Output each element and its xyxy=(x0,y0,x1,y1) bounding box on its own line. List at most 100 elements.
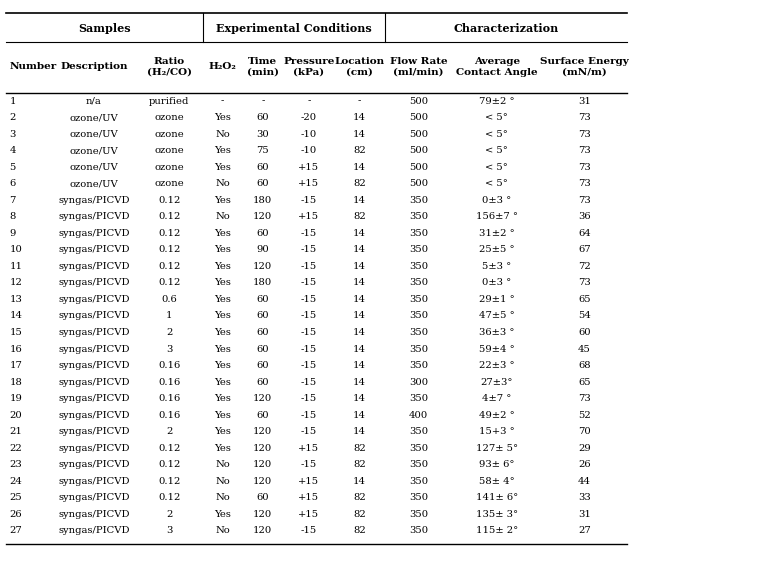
Text: -15: -15 xyxy=(301,526,317,535)
Text: 0.16: 0.16 xyxy=(158,394,180,403)
Text: 0.12: 0.12 xyxy=(158,444,180,453)
Text: -10: -10 xyxy=(301,146,317,155)
Text: 72: 72 xyxy=(578,262,591,271)
Text: ozone: ozone xyxy=(154,129,184,139)
Text: 82: 82 xyxy=(353,179,366,188)
Text: 350: 350 xyxy=(409,278,428,288)
Text: No: No xyxy=(215,460,230,469)
Text: 60: 60 xyxy=(256,229,269,238)
Text: 14: 14 xyxy=(353,477,366,486)
Text: Yes: Yes xyxy=(214,262,231,271)
Text: 21: 21 xyxy=(9,427,22,436)
Text: 4±7 °: 4±7 ° xyxy=(482,394,512,403)
Text: -15: -15 xyxy=(301,195,317,205)
Text: syngas/PICVD: syngas/PICVD xyxy=(58,427,130,436)
Text: -: - xyxy=(221,96,224,106)
Text: 5: 5 xyxy=(9,162,15,172)
Text: 0±3 °: 0±3 ° xyxy=(482,278,512,288)
Text: 3: 3 xyxy=(166,526,173,535)
Text: 14: 14 xyxy=(353,378,366,387)
Text: 300: 300 xyxy=(409,378,428,387)
Text: 27: 27 xyxy=(578,526,591,535)
Text: syngas/PICVD: syngas/PICVD xyxy=(58,328,130,337)
Text: Yes: Yes xyxy=(214,162,231,172)
Text: Yes: Yes xyxy=(214,328,231,337)
Text: syngas/PICVD: syngas/PICVD xyxy=(58,444,130,453)
Text: 60: 60 xyxy=(578,328,591,337)
Text: 52: 52 xyxy=(578,411,591,420)
Text: -15: -15 xyxy=(301,295,317,304)
Text: +15: +15 xyxy=(298,212,320,222)
Text: 0.16: 0.16 xyxy=(158,411,180,420)
Text: 26: 26 xyxy=(9,510,22,519)
Text: 180: 180 xyxy=(253,195,272,205)
Text: 67: 67 xyxy=(578,245,591,255)
Text: 1: 1 xyxy=(166,311,173,321)
Text: 0.12: 0.12 xyxy=(158,460,180,469)
Text: 79±2 °: 79±2 ° xyxy=(479,96,515,106)
Text: Yes: Yes xyxy=(214,113,231,122)
Text: 6: 6 xyxy=(9,179,15,188)
Text: 82: 82 xyxy=(353,444,366,453)
Text: ozone/UV: ozone/UV xyxy=(70,146,118,155)
Text: 350: 350 xyxy=(409,477,428,486)
Text: syngas/PICVD: syngas/PICVD xyxy=(58,510,130,519)
Text: 180: 180 xyxy=(253,278,272,288)
Text: -15: -15 xyxy=(301,427,317,436)
Text: ozone/UV: ozone/UV xyxy=(70,179,118,188)
Text: syngas/PICVD: syngas/PICVD xyxy=(58,526,130,535)
Text: 82: 82 xyxy=(353,212,366,222)
Text: Yes: Yes xyxy=(214,146,231,155)
Text: 14: 14 xyxy=(353,229,366,238)
Text: 14: 14 xyxy=(353,113,366,122)
Text: +15: +15 xyxy=(298,493,320,502)
Text: -: - xyxy=(358,96,361,106)
Text: -15: -15 xyxy=(301,411,317,420)
Text: Yes: Yes xyxy=(214,444,231,453)
Text: 60: 60 xyxy=(256,345,269,354)
Text: 82: 82 xyxy=(353,526,366,535)
Text: syngas/PICVD: syngas/PICVD xyxy=(58,411,130,420)
Text: 350: 350 xyxy=(409,295,428,304)
Text: 27: 27 xyxy=(9,526,22,535)
Text: 65: 65 xyxy=(578,295,591,304)
Text: 0.12: 0.12 xyxy=(158,493,180,502)
Text: 0.12: 0.12 xyxy=(158,229,180,238)
Text: syngas/PICVD: syngas/PICVD xyxy=(58,195,130,205)
Text: 22: 22 xyxy=(9,444,22,453)
Text: 350: 350 xyxy=(409,262,428,271)
Text: syngas/PICVD: syngas/PICVD xyxy=(58,345,130,354)
Text: 350: 350 xyxy=(409,345,428,354)
Text: ozone: ozone xyxy=(154,146,184,155)
Text: syngas/PICVD: syngas/PICVD xyxy=(58,361,130,370)
Text: 500: 500 xyxy=(409,179,428,188)
Text: purified: purified xyxy=(149,96,190,106)
Text: syngas/PICVD: syngas/PICVD xyxy=(58,212,130,222)
Text: +15: +15 xyxy=(298,477,320,486)
Text: 60: 60 xyxy=(256,493,269,502)
Text: 350: 350 xyxy=(409,195,428,205)
Text: 350: 350 xyxy=(409,229,428,238)
Text: -15: -15 xyxy=(301,361,317,370)
Text: +15: +15 xyxy=(298,510,320,519)
Text: 350: 350 xyxy=(409,493,428,502)
Text: 2: 2 xyxy=(166,328,173,337)
Text: 14: 14 xyxy=(353,129,366,139)
Text: Average
Contact Angle: Average Contact Angle xyxy=(456,57,538,77)
Text: 11: 11 xyxy=(9,262,22,271)
Text: -15: -15 xyxy=(301,394,317,403)
Text: 60: 60 xyxy=(256,311,269,321)
Text: -15: -15 xyxy=(301,328,317,337)
Text: 82: 82 xyxy=(353,146,366,155)
Text: -15: -15 xyxy=(301,311,317,321)
Text: 3: 3 xyxy=(9,129,15,139)
Text: syngas/PICVD: syngas/PICVD xyxy=(58,477,130,486)
Text: 58± 4°: 58± 4° xyxy=(479,477,515,486)
Text: 25: 25 xyxy=(9,493,22,502)
Text: 2: 2 xyxy=(166,427,173,436)
Text: ozone: ozone xyxy=(154,113,184,122)
Text: 73: 73 xyxy=(578,113,591,122)
Text: 47±5 °: 47±5 ° xyxy=(479,311,515,321)
Text: 75: 75 xyxy=(256,146,269,155)
Text: 2: 2 xyxy=(9,113,15,122)
